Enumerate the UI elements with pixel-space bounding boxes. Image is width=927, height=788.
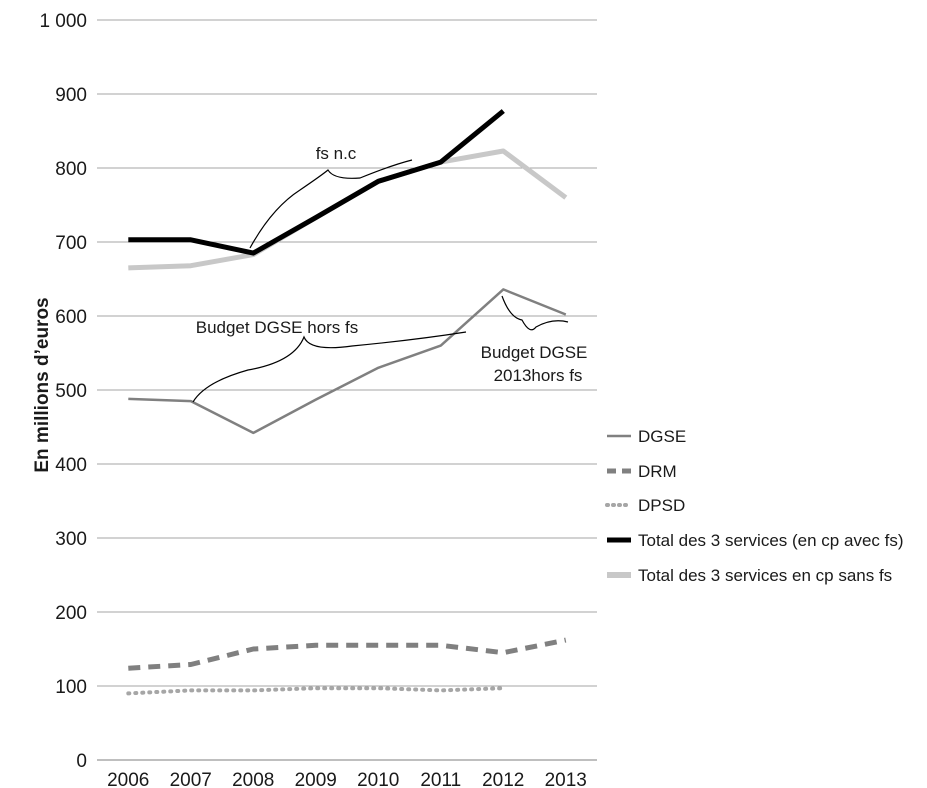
x-axis-ticks: 2006 2007 2008 2009 2010 2011 2012 2013 <box>107 770 587 788</box>
series-line-dgse <box>128 288 567 435</box>
y-tick-label: 900 <box>55 85 87 106</box>
legend-label-total-sans-fs: Total des 3 services en cp sans fs <box>638 566 892 585</box>
gridlines <box>97 19 597 761</box>
legend-label-dgse: DGSE <box>638 427 686 446</box>
series-line-total-des-3-services-en-cp-avec-fs <box>128 109 505 256</box>
x-tick-label: 2011 <box>420 770 461 788</box>
legend: DGSE DRM DPSD Total des 3 services (en c… <box>605 427 904 585</box>
x-tick-label: 2007 <box>170 770 212 788</box>
series-line-dpsd <box>126 686 506 696</box>
brace-budget-dgse-hors-fs <box>192 331 467 403</box>
x-tick-label: 2013 <box>545 770 587 788</box>
y-tick-label: 800 <box>55 159 87 180</box>
legend-label-drm: DRM <box>638 462 677 481</box>
y-tick-label: 400 <box>55 455 87 476</box>
y-tick-label: 100 <box>55 677 87 698</box>
y-tick-label: 200 <box>55 603 87 624</box>
y-tick-label: 500 <box>55 381 87 402</box>
annotation-budget-dgse-hors-fs: Budget DGSE hors fs <box>196 318 359 337</box>
legend-label-total-avec-fs: Total des 3 services (en cp avec fs) <box>638 531 904 550</box>
brace-fs-nc <box>249 159 413 249</box>
series-line-total-des-3-services-en-cp-sans-fs <box>128 148 568 271</box>
annotation-budget-dgse-2013-line1: Budget DGSE <box>481 343 588 362</box>
x-tick-label: 2008 <box>232 770 274 788</box>
annotation-braces <box>192 159 569 403</box>
x-tick-label: 2009 <box>295 770 337 788</box>
brace-budget-dgse-2013 <box>501 295 569 331</box>
series-lines <box>126 109 568 696</box>
annotation-budget-dgse-2013-line2: 2013hors fs <box>494 366 583 385</box>
y-tick-label: 1 000 <box>39 11 87 32</box>
x-tick-label: 2010 <box>357 770 399 788</box>
y-axis-ticks: 0 100 200 300 400 500 600 700 800 900 1 000 <box>39 11 87 772</box>
x-tick-label: 2006 <box>107 770 149 788</box>
annotation-fs-nc: fs n.c <box>316 144 357 163</box>
y-tick-label: 600 <box>55 307 87 328</box>
series-line-drm <box>128 637 567 671</box>
y-axis-label: En millions d’euros <box>32 297 53 472</box>
y-tick-label: 700 <box>55 233 87 254</box>
y-tick-label: 300 <box>55 529 87 550</box>
legend-label-dpsd: DPSD <box>638 496 685 515</box>
x-tick-label: 2012 <box>482 770 524 788</box>
y-tick-label: 0 <box>76 751 87 772</box>
